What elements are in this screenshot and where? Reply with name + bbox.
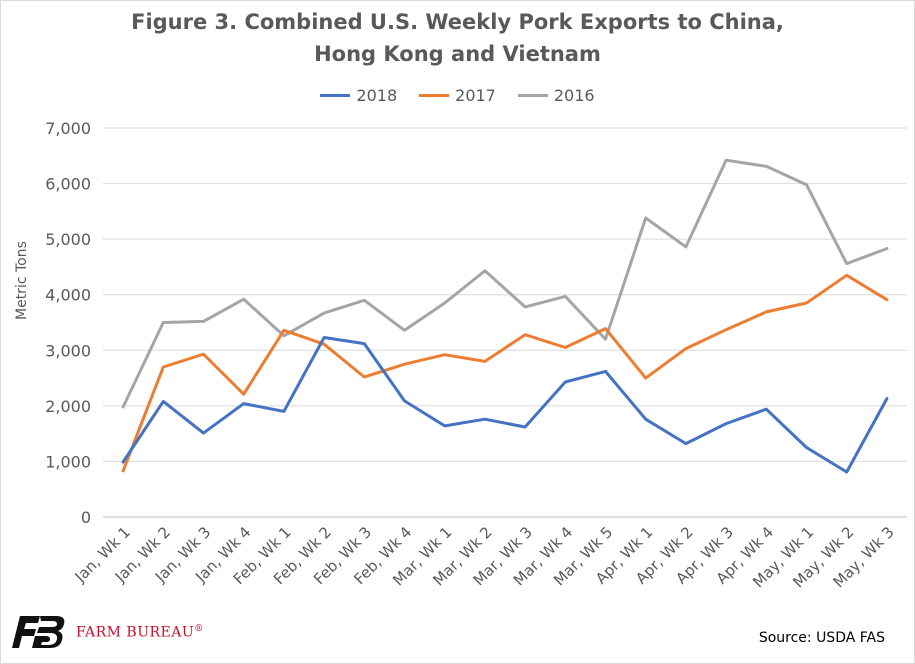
y-tick-label: 5,000: [45, 230, 91, 249]
legend-label-2018: 2018: [356, 86, 398, 105]
y-tick-label: 0: [81, 508, 91, 527]
y-tick-label: 4,000: [45, 286, 91, 305]
legend-swatch-2018: [320, 94, 351, 97]
y-tick-label: 2,000: [45, 397, 91, 416]
legend-label-2017: 2017: [455, 86, 496, 105]
farm-bureau-wordmark: FARM BUREAU®: [76, 624, 204, 641]
series-line-2017: [121, 273, 889, 473]
legend-swatch-2017: [419, 94, 450, 97]
registered-mark: ®: [194, 623, 204, 634]
legend-item-2018: 2018: [320, 86, 397, 105]
y-tick-label: 3,000: [45, 341, 91, 360]
legend-item-2016: 2016: [517, 86, 595, 105]
y-tick-label: 7,000: [45, 119, 91, 138]
legend-label-2016: 2016: [553, 86, 595, 105]
series-line-2018: [121, 336, 889, 474]
y-tick-label: 6,000: [45, 175, 91, 194]
farm-bureau-logo: FARM BUREAU®: [10, 614, 204, 650]
source-note: Source: USDA FAS: [758, 630, 885, 646]
legend-swatch-2016: [517, 94, 548, 97]
farm-bureau-name: FARM BUREAU: [76, 624, 195, 641]
legend-item-2017: 2017: [419, 86, 496, 105]
chart-title-line2: Hong Kong and Vietnam: [314, 42, 601, 66]
farm-bureau-fb-logo-icon: [12, 616, 65, 648]
series-line-2016: [121, 158, 889, 409]
chart-legend: 2018 2017 2016: [0, 86, 915, 105]
chart-title: Figure 3. Combined U.S. Weekly Pork Expo…: [131, 10, 784, 34]
y-tick-label: 1,000: [45, 452, 91, 471]
